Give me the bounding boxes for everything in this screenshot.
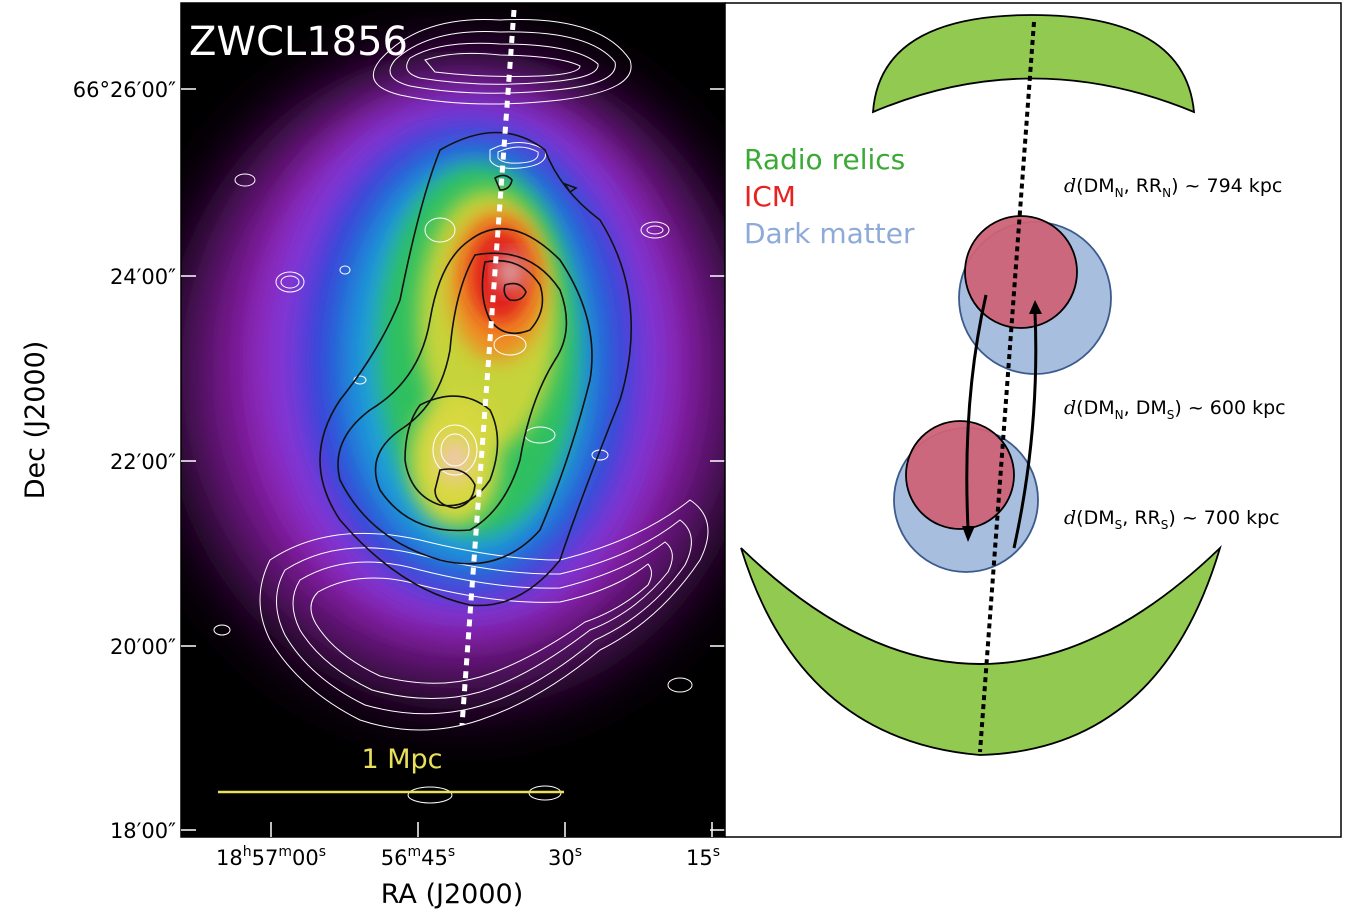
distance-dmn-rrn: d(DMN, RRN) ~ 794 kpc (1064, 175, 1282, 200)
dec-axis-ticks (181, 88, 725, 831)
ra-tick-labels: 18h57m00s 56m45s 30s 15s (216, 844, 720, 870)
galaxy-density-contours (319, 131, 633, 607)
merger-axis-line (459, 9, 517, 726)
dec-tick-label: 22′00″ (110, 450, 176, 474)
cluster-title: ZWCL1856 (189, 19, 408, 65)
south-radio-relic (740, 544, 1222, 756)
xray-image-panel (181, 3, 725, 837)
dec-tick-label: 66°26′00″ (73, 78, 176, 102)
distance-dmn-dms: d(DMN, DMS) ~ 600 kpc (1064, 397, 1286, 422)
south-arrow-head-icon (962, 526, 975, 542)
dec-tick-label: 18′00″ (110, 819, 176, 843)
north-radio-relic (871, 14, 1196, 114)
south-icm-peak (905, 420, 1015, 530)
ra-axis-title: RA (J2000) (381, 879, 523, 910)
dec-tick-labels: 66°26′00″ 24′00″ 22′00″ 20′00″ 18′00″ (73, 78, 176, 843)
north-arrow-head-icon (1029, 300, 1042, 314)
dec-tick-label: 24′00″ (110, 265, 176, 289)
legend-icm: ICM (744, 180, 796, 213)
xray-emission-map (181, 50, 725, 710)
north-icm-peak (964, 215, 1078, 329)
ra-tick-label: 18h57m00s (216, 844, 326, 870)
schematic-merger-axis (978, 21, 1036, 753)
southward-arrow (965, 294, 988, 529)
distance-dms-rrs: d(DMS, RRS) ~ 700 kpc (1064, 507, 1280, 532)
ra-tick-label: 56m45s (381, 844, 455, 870)
northward-arrow (1012, 311, 1038, 549)
dec-axis-title: Dec (J2000) (20, 341, 51, 500)
legend-dark-matter: Dark matter (744, 217, 915, 250)
ra-tick-label: 30s (548, 844, 582, 870)
distance-labels: d(DMN, RRN) ~ 794 kpc d(DMN, DMS) ~ 600 … (1064, 175, 1286, 532)
legend-radio-relics: Radio relics (744, 143, 905, 176)
ra-tick-label: 15s (686, 844, 720, 870)
dec-tick-label: 20′00″ (110, 635, 176, 659)
motion-arrows (965, 294, 1038, 549)
ra-axis-ticks (270, 822, 713, 837)
scale-bar-label: 1 Mpc (361, 744, 442, 775)
schematic-legend: Radio relics ICM Dark matter (744, 143, 915, 250)
schematic-panel: Radio relics ICM Dark matter d(DMN, RRN)… (724, 2, 1342, 838)
